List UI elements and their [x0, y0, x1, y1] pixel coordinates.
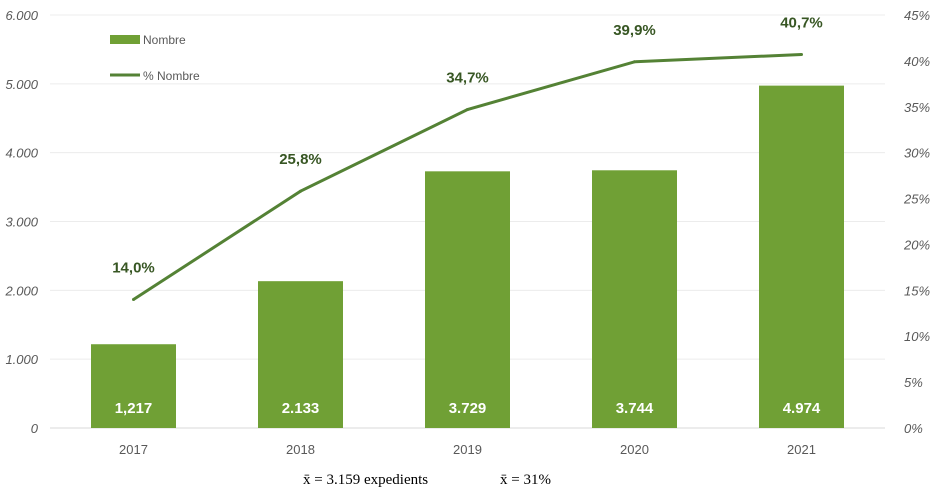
- line-label: 40,7%: [780, 14, 823, 31]
- line-label: 39,9%: [613, 22, 656, 39]
- x-axis-tick: 2021: [787, 442, 816, 457]
- mean-percent-note: x̄ = 31%: [500, 472, 551, 488]
- legend-label-line: % Nombre: [143, 69, 200, 83]
- left-axis-tick: 6.000: [5, 8, 38, 23]
- bar-label: 3.744: [616, 400, 654, 417]
- x-axis-tick: 2018: [286, 442, 315, 457]
- line-point: [132, 298, 135, 302]
- line-label: 14,0%: [112, 260, 155, 277]
- left-axis-tick: 4.000: [5, 146, 38, 161]
- left-axis-tick: 2.000: [4, 283, 38, 298]
- line-label: 34,7%: [446, 70, 489, 87]
- mean-count-note: x̄ = 3.159 expedients: [303, 472, 429, 488]
- right-axis-tick: 20%: [903, 237, 930, 252]
- right-axis-tick: 25%: [903, 192, 930, 207]
- right-axis-tick: 30%: [904, 146, 930, 161]
- right-axis-tick: 10%: [904, 329, 930, 344]
- bar-label: 3.729: [449, 400, 487, 417]
- legend-swatch-bar: [110, 35, 140, 44]
- line-point: [633, 60, 636, 64]
- right-axis-tick: 5%: [904, 375, 923, 390]
- line-point: [466, 108, 469, 112]
- bar-label: 2.133: [282, 400, 320, 417]
- left-axis-tick: 3.000: [5, 215, 38, 230]
- right-axis-tick: 45%: [904, 8, 930, 23]
- left-axis-tick: 1.000: [5, 352, 38, 367]
- line-point: [800, 52, 803, 56]
- legend-label-bar: Nombre: [143, 33, 186, 47]
- right-axis-tick: 15%: [904, 283, 930, 298]
- x-axis-tick: 2017: [119, 442, 148, 457]
- bar-2018: [258, 281, 343, 428]
- bar-2021: [759, 85, 844, 429]
- x-axis-tick: 2019: [453, 442, 482, 457]
- bar-2019: [425, 171, 510, 428]
- right-axis-tick: 40%: [904, 54, 930, 69]
- right-axis-tick: 35%: [904, 100, 930, 115]
- left-axis-tick: 0: [31, 421, 39, 436]
- bar-2020: [592, 170, 677, 428]
- bar-label: 4.974: [783, 400, 821, 417]
- x-axis-tick: 2020: [620, 442, 649, 457]
- left-axis-tick: 5.000: [5, 77, 38, 92]
- bar-2017: [91, 344, 176, 428]
- line-point: [299, 189, 302, 193]
- bar-label: 1,217: [115, 400, 153, 417]
- right-axis-tick: 0%: [904, 421, 923, 436]
- line-label: 25,8%: [279, 151, 322, 168]
